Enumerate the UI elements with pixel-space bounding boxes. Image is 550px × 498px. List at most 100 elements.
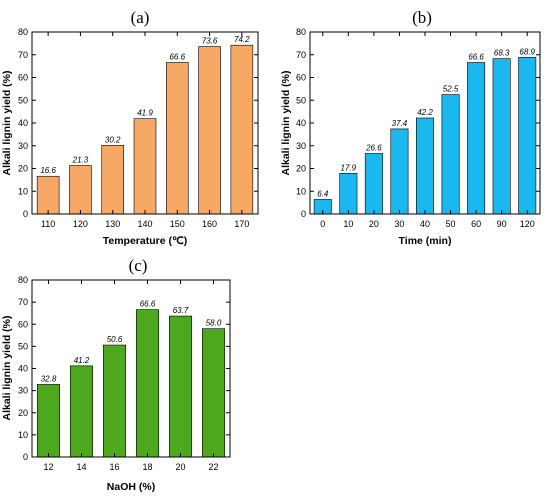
y-tick-label: 40 xyxy=(18,118,28,128)
bar xyxy=(36,384,61,458)
bar xyxy=(416,117,434,215)
panel-label: (c) xyxy=(129,256,148,275)
y-axis-title: Alkali lignin yield (%) xyxy=(1,315,13,420)
data-label: 41.2 xyxy=(74,356,90,365)
y-tick-label: 30 xyxy=(18,141,28,151)
y-tick-label: 50 xyxy=(296,95,306,105)
x-axis-title: Time (min) xyxy=(399,235,452,247)
x-tick-label: 10 xyxy=(343,219,353,229)
y-tick-label: 30 xyxy=(18,386,28,396)
data-label: 52.5 xyxy=(443,85,459,94)
x-tick-label: 90 xyxy=(497,219,507,229)
x-axis-title: Temperature (℃) xyxy=(103,235,188,247)
bar xyxy=(198,46,221,215)
x-tick-label: 22 xyxy=(208,462,218,472)
bar xyxy=(101,144,124,215)
panel-label: (a) xyxy=(131,8,150,27)
y-tick-label: 10 xyxy=(18,186,28,196)
bar xyxy=(36,175,60,215)
bar xyxy=(133,118,157,215)
x-tick-label: 130 xyxy=(105,219,120,229)
data-label: 66.6 xyxy=(140,300,156,309)
y-tick-label: 20 xyxy=(18,408,28,418)
data-label: 68.3 xyxy=(494,49,510,58)
bar xyxy=(518,56,537,215)
panel-label: (b) xyxy=(412,8,432,27)
bar xyxy=(69,365,94,458)
y-tick-label: 70 xyxy=(296,50,306,60)
y-tick-label: 0 xyxy=(23,209,28,219)
bar xyxy=(390,128,409,215)
data-label: 68.9 xyxy=(519,47,535,56)
x-tick-label: 120 xyxy=(520,219,535,229)
data-label: 30.2 xyxy=(105,135,121,144)
data-label: 66.6 xyxy=(169,52,185,61)
x-tick-label: 16 xyxy=(109,462,119,472)
data-label: 50.6 xyxy=(107,335,123,344)
y-tick-label: 70 xyxy=(18,297,28,307)
x-tick-label: 50 xyxy=(446,219,456,229)
x-tick-label: 160 xyxy=(202,219,217,229)
x-axis-title: NaOH (%) xyxy=(107,481,155,493)
data-label: 37.4 xyxy=(392,119,408,128)
data-label: 26.6 xyxy=(365,143,382,152)
y-tick-label: 10 xyxy=(296,186,306,196)
data-label: 6.4 xyxy=(317,189,329,198)
chart-panel-c: 32.8 41.2 50.6 66.6 63.7 58.0 0 10 20 30 40 50 60 70 8… xyxy=(1,256,231,493)
data-label: 17.9 xyxy=(341,163,357,172)
y-axis-title: Alkali lignin yield (%) xyxy=(1,70,13,175)
data-label: 16.6 xyxy=(40,166,56,175)
chart-panel-b: 6.4 17.9 26.6 37.4 42.2 52.5 66.6 68.3 68.9 0 10 20… xyxy=(280,8,541,247)
chart-panel-a: 16.6 21.3 30.2 41.9 66.6 73.6 74.2 0 10 20 30 40 50 6… xyxy=(1,8,259,247)
data-label: 66.6 xyxy=(468,52,484,61)
y-tick-label: 60 xyxy=(18,319,28,329)
bar xyxy=(230,44,254,215)
y-tick-label: 80 xyxy=(18,275,28,285)
x-tick-label: 110 xyxy=(41,219,55,229)
bar xyxy=(135,309,160,458)
y-tick-label: 30 xyxy=(296,141,306,151)
x-tick-label: 140 xyxy=(137,219,152,229)
x-tick-label: 20 xyxy=(369,219,379,229)
x-tick-label: 20 xyxy=(175,462,185,472)
y-tick-label: 60 xyxy=(18,73,28,83)
y-tick-label: 20 xyxy=(18,164,28,174)
x-tick-label: 14 xyxy=(76,462,86,472)
y-tick-label: 20 xyxy=(296,164,306,174)
data-label: 21.3 xyxy=(72,156,89,165)
bar xyxy=(102,344,127,458)
data-label: 32.8 xyxy=(41,374,57,383)
bar xyxy=(441,94,460,215)
x-tick-label: 120 xyxy=(73,219,88,229)
y-tick-label: 50 xyxy=(18,95,28,105)
bar xyxy=(492,58,511,215)
data-label: 73.6 xyxy=(202,37,218,46)
x-tick-label: 12 xyxy=(43,462,53,472)
y-tick-label: 70 xyxy=(18,50,28,60)
bar xyxy=(166,62,189,215)
x-tick-label: 150 xyxy=(170,219,185,229)
x-tick-label: 0 xyxy=(320,219,325,229)
bar xyxy=(69,165,92,215)
y-axis-title: Alkali lignin yield (%) xyxy=(280,70,292,175)
y-tick-label: 80 xyxy=(18,27,28,37)
x-tick-label: 18 xyxy=(142,462,152,472)
bar xyxy=(364,153,383,215)
y-tick-label: 0 xyxy=(301,209,306,219)
data-label: 42.2 xyxy=(417,108,433,117)
y-tick-label: 50 xyxy=(18,341,28,351)
data-label: 58.0 xyxy=(206,319,222,328)
y-tick-label: 0 xyxy=(23,452,28,462)
data-label: 41.9 xyxy=(137,109,153,118)
x-tick-label: 40 xyxy=(420,219,430,229)
x-tick-label: 30 xyxy=(394,219,404,229)
y-tick-label: 80 xyxy=(296,27,306,37)
plot-frame xyxy=(31,279,231,458)
y-tick-label: 10 xyxy=(18,430,28,440)
bar xyxy=(168,315,193,458)
x-tick-label: 60 xyxy=(471,219,481,229)
y-tick-label: 40 xyxy=(18,364,28,374)
bar xyxy=(467,62,486,215)
data-label: 74.2 xyxy=(234,35,250,44)
